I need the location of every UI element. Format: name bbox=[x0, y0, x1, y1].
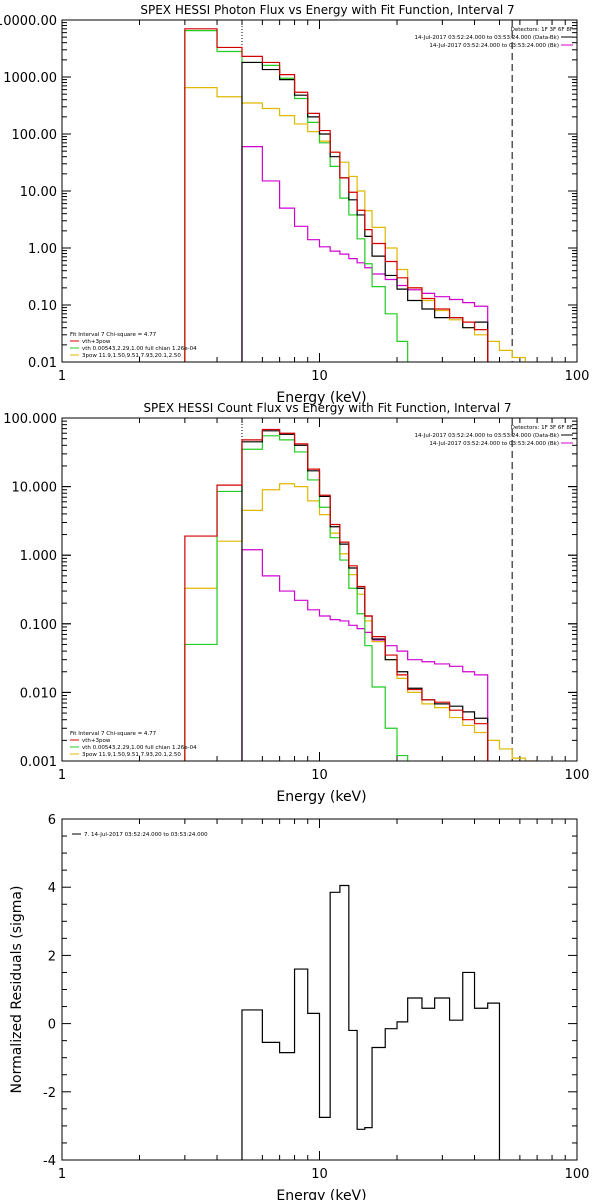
plot-area bbox=[241, 884, 501, 1160]
x-tick-label: 100 bbox=[565, 1167, 590, 1182]
series-total-line bbox=[184, 28, 489, 362]
y-axis-label: Normalized Residuals (sigma) bbox=[9, 886, 25, 1094]
data-interval-text: 14-Jul-2017 03:52:24.000 to 03:53:24.000… bbox=[415, 35, 560, 41]
chart-title: SPEX HESSI Count Flux vs Energy with Fit… bbox=[143, 401, 511, 415]
legend-entry-3: 3pow 11.9,1.50,9.51,7.93,20.1,2.50 bbox=[82, 752, 181, 758]
chart-panel-1: SPEX HESSI Photon Flux vs Energy with Fi… bbox=[0, 3, 589, 406]
y-tick-label: 2 bbox=[48, 949, 56, 964]
y-tick-label: 1.00 bbox=[28, 242, 57, 257]
x-tick-label: 100 bbox=[565, 768, 590, 783]
series-powerlaw-line bbox=[184, 87, 526, 362]
y-tick-label: -4 bbox=[43, 1154, 56, 1169]
x-tick-label: 1 bbox=[58, 369, 66, 384]
y-tick-label: 100.00 bbox=[12, 128, 58, 143]
x-tick-label: 10 bbox=[311, 369, 328, 384]
legend-entry-3: 3pow 11.9,1.50,9.51,7.93,20.1,2.50 bbox=[82, 353, 181, 359]
y-tick-label: 10000.00 bbox=[0, 14, 57, 29]
background-interval-text: 14-Jul-2017 03:52:24.000 to 03:53:24.000… bbox=[429, 43, 559, 49]
plot-frame bbox=[61, 818, 578, 1161]
y-tick-label: 10.00 bbox=[20, 185, 57, 200]
series-data-line bbox=[241, 884, 501, 1160]
y-axis-ticks bbox=[62, 19, 577, 363]
y-tick-label: 0.100 bbox=[20, 618, 57, 633]
plot-frame bbox=[61, 417, 578, 762]
x-tick-label: 1 bbox=[58, 768, 66, 783]
chart-panel-2: SPEX HESSI Count Flux vs Energy with Fit… bbox=[3, 401, 589, 805]
plot-area bbox=[184, 20, 526, 362]
y-tick-label: 0.010 bbox=[20, 686, 57, 701]
x-tick-label: 100 bbox=[565, 369, 590, 384]
x-tick-label: 1 bbox=[58, 1167, 66, 1182]
detectors-text: Detectors: 1F 3F 6F 8F bbox=[511, 425, 573, 431]
x-tick-label: 10 bbox=[311, 1167, 328, 1182]
y-tick-label: 0.001 bbox=[20, 755, 57, 770]
plot-frame bbox=[61, 19, 578, 363]
y-tick-label: 0.01 bbox=[28, 356, 57, 371]
legend-entry-2: vth 0.00543,2.29,1.00 full chian 1.26e-0… bbox=[82, 346, 197, 352]
series-background-line bbox=[241, 146, 489, 362]
y-tick-label: 0.10 bbox=[28, 299, 57, 314]
background-interval-text: 14-Jul-2017 03:52:24.000 to 03:53:24.000… bbox=[429, 441, 559, 447]
x-axis-label: Energy (keV) bbox=[276, 390, 366, 406]
plot-area bbox=[184, 418, 538, 761]
y-tick-label: 10.000 bbox=[12, 481, 58, 496]
fit-interval-text: Fit Interval 7 Chi-square = 4.77 bbox=[70, 731, 157, 737]
x-axis-label: Energy (keV) bbox=[276, 789, 366, 805]
y-tick-label: 100.000 bbox=[3, 412, 57, 427]
series-powerlaw-line bbox=[184, 483, 538, 761]
x-axis-ticks bbox=[61, 20, 578, 362]
series-background-line bbox=[241, 549, 489, 761]
chart-title: SPEX HESSI Photon Flux vs Energy with Fi… bbox=[140, 3, 514, 17]
legend-entry-1: vth+3pow bbox=[82, 738, 111, 744]
y-tick-label: 1.000 bbox=[20, 549, 57, 564]
legend-entry-2: vth 0.00543,2.29,1.00 full chian 1.26e-0… bbox=[82, 745, 197, 751]
series-thermal-line bbox=[184, 30, 409, 362]
detectors-text: Detectors: 1F 3F 6F 8F bbox=[511, 27, 573, 33]
y-tick-label: 4 bbox=[48, 881, 56, 896]
y-tick-label: 6 bbox=[48, 813, 56, 828]
data-interval-text: 14-Jul-2017 03:52:24.000 to 03:53:24.000… bbox=[415, 433, 560, 439]
y-axis-ticks bbox=[62, 417, 577, 762]
series-total-line bbox=[184, 428, 489, 761]
y-tick-label: 0 bbox=[48, 1018, 56, 1033]
y-tick-label: -2 bbox=[43, 1086, 56, 1101]
fit-interval-text: Fit Interval 7 Chi-square = 4.77 bbox=[70, 332, 157, 338]
x-tick-label: 10 bbox=[311, 768, 328, 783]
y-tick-label: 1000.00 bbox=[3, 71, 57, 86]
legend-entry-1: vth+3pow bbox=[82, 339, 111, 345]
legend-entry-1: 7. 14-Jul-2017 03:52:24.000 to 03:53:24.… bbox=[84, 832, 208, 838]
x-axis-label: Energy (keV) bbox=[276, 1188, 366, 1200]
chart-panel-3: 1 10 100 Energy (keV) 6 4 2 0 -2 -4 Normalized Res… bbox=[9, 813, 589, 1200]
